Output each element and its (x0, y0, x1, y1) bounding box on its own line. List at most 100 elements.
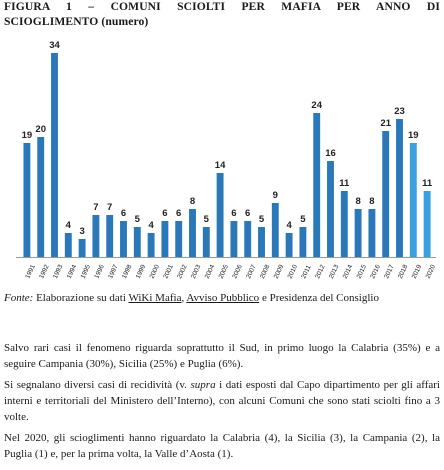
tick-label-2005: 2005 (218, 263, 231, 279)
data-label-2011: 5 (300, 214, 306, 225)
tick-label-2015: 2015 (356, 263, 369, 279)
data-label-2003: 8 (190, 196, 195, 207)
data-label-2009: 9 (273, 190, 278, 201)
data-label-1998: 6 (121, 208, 126, 219)
tick-label-2008: 2008 (259, 263, 272, 279)
source-link-avviso-pubblico[interactable]: Avviso Pubblico (186, 292, 260, 304)
tick-label-2010: 2010 (287, 263, 300, 279)
figure-title-line-1: FIGURA 1 – COMUNI SCIOLTI PER MAFIA PER … (4, 0, 440, 13)
tick-label-2007: 2007 (245, 263, 258, 279)
body-text: Salvo rari casi il fenomeno riguarda sop… (4, 340, 440, 467)
tick-label-2013: 2013 (328, 263, 341, 279)
figure-title: FIGURA 1 – COMUNI SCIOLTI PER MAFIA PER … (4, 0, 440, 29)
bar-2015 (354, 209, 362, 257)
source-suffix: e Presidenza del Consiglio (259, 292, 379, 304)
tick-label-2016: 2016 (369, 263, 382, 279)
tick-label-1993: 1993 (52, 263, 65, 279)
bar-1991 (23, 143, 31, 257)
tick-label-2004: 2004 (204, 263, 217, 279)
figure-title-line-2: SCIOGLIMENTO (numero) (4, 14, 149, 28)
data-label-2002: 6 (176, 208, 181, 219)
paragraph-recidivism-a: Si segnalano diversi casi di recidività … (4, 379, 191, 391)
data-label-2004: 5 (204, 214, 210, 225)
data-label-2017: 21 (380, 118, 391, 129)
source-label: Fonte: (4, 292, 34, 304)
tick-label-1991: 1991 (24, 263, 37, 279)
tick-label-2011: 2011 (300, 264, 312, 280)
data-label-2001: 6 (162, 208, 167, 219)
tick-label-1995: 1995 (80, 263, 93, 279)
bar-2004 (202, 227, 210, 257)
bar-1993 (51, 53, 58, 257)
bar-1996 (92, 215, 100, 257)
paragraph-2020: Nel 2020, gli scioglimenti hanno riguard… (4, 432, 440, 460)
paragraph-regions: Salvo rari casi il fenomeno riguarda sop… (4, 342, 440, 370)
data-label-1995: 3 (79, 226, 84, 237)
data-label-2000: 4 (148, 220, 154, 231)
data-label-1993: 34 (49, 40, 60, 51)
bar-2017 (382, 131, 390, 257)
bar-2016 (368, 209, 376, 257)
tick-label-2012: 2012 (314, 263, 327, 279)
bar-2003 (189, 209, 196, 257)
data-label-1996: 7 (93, 202, 98, 213)
bar-2000 (147, 233, 155, 257)
bar-2010 (285, 233, 293, 257)
bar-2001 (161, 221, 169, 257)
data-label-2012: 24 (311, 100, 322, 111)
bar-2002 (175, 221, 183, 257)
bar-2018 (396, 119, 403, 257)
tick-label-2009: 2009 (273, 263, 286, 279)
bar-1992 (37, 137, 45, 257)
bar-1998 (120, 221, 127, 257)
tick-label-2002: 2002 (176, 263, 189, 279)
bar-2011 (299, 227, 307, 257)
tick-label-2000: 2000 (149, 263, 162, 279)
data-label-2006: 6 (231, 208, 236, 219)
tick-label-1992: 1992 (38, 263, 51, 279)
data-label-2013: 16 (325, 148, 336, 159)
bar-2009 (271, 203, 279, 257)
tick-label-2018: 2018 (397, 263, 410, 279)
bar-2020 (423, 191, 431, 257)
tick-label-1997: 1997 (107, 263, 120, 279)
data-label-1991: 19 (22, 130, 33, 141)
data-label-1999: 5 (135, 214, 141, 225)
tick-label-2019: 2019 (411, 263, 424, 279)
data-label-1997: 7 (107, 202, 112, 213)
tick-label-1999: 1999 (135, 263, 148, 279)
tick-label-1994: 1994 (66, 263, 79, 279)
source-link-wikimafia[interactable]: WiKi Mafia (128, 292, 182, 304)
data-label-2010: 4 (286, 220, 292, 231)
paragraph-recidivism-b: i dati esposti dal Capo dipartimento per… (4, 379, 440, 423)
bar-2019 (409, 143, 417, 257)
bar-1999 (133, 227, 141, 257)
data-label-2018: 23 (394, 106, 405, 117)
bar-2012 (313, 113, 321, 257)
data-label-2005: 14 (215, 160, 226, 171)
tick-label-2001: 2001 (162, 263, 175, 279)
tick-label-2006: 2006 (231, 263, 244, 279)
tick-label-1998: 1998 (121, 263, 134, 279)
tick-label-2017: 2017 (383, 263, 396, 279)
tick-label-2020: 2020 (425, 263, 438, 279)
tick-label-2014: 2014 (342, 263, 355, 279)
data-label-1992: 20 (35, 124, 46, 135)
data-label-2008: 5 (259, 214, 265, 225)
source-prefix: Elaborazione su dati (33, 292, 129, 304)
bar-2008 (258, 227, 265, 257)
source-note: Fonte: Elaborazione su dati WiKi Mafia, … (4, 292, 379, 304)
data-label-2020: 11 (422, 178, 433, 189)
source-separator: , (181, 292, 187, 304)
bar-2005 (216, 173, 224, 257)
bar-2013 (327, 161, 334, 257)
bar-2006 (230, 221, 238, 257)
data-label-1994: 4 (66, 220, 72, 231)
bar-2007 (244, 221, 252, 257)
tick-label-2003: 2003 (190, 263, 203, 279)
data-label-2007: 6 (245, 208, 250, 219)
paragraph-recidivism: Si segnalano diversi casi di recidività … (4, 377, 440, 425)
tick-label-1996: 1996 (93, 263, 106, 279)
data-label-2019: 19 (408, 130, 419, 141)
bar-chart: 1919912019923419934199431995719967199761… (16, 40, 438, 280)
